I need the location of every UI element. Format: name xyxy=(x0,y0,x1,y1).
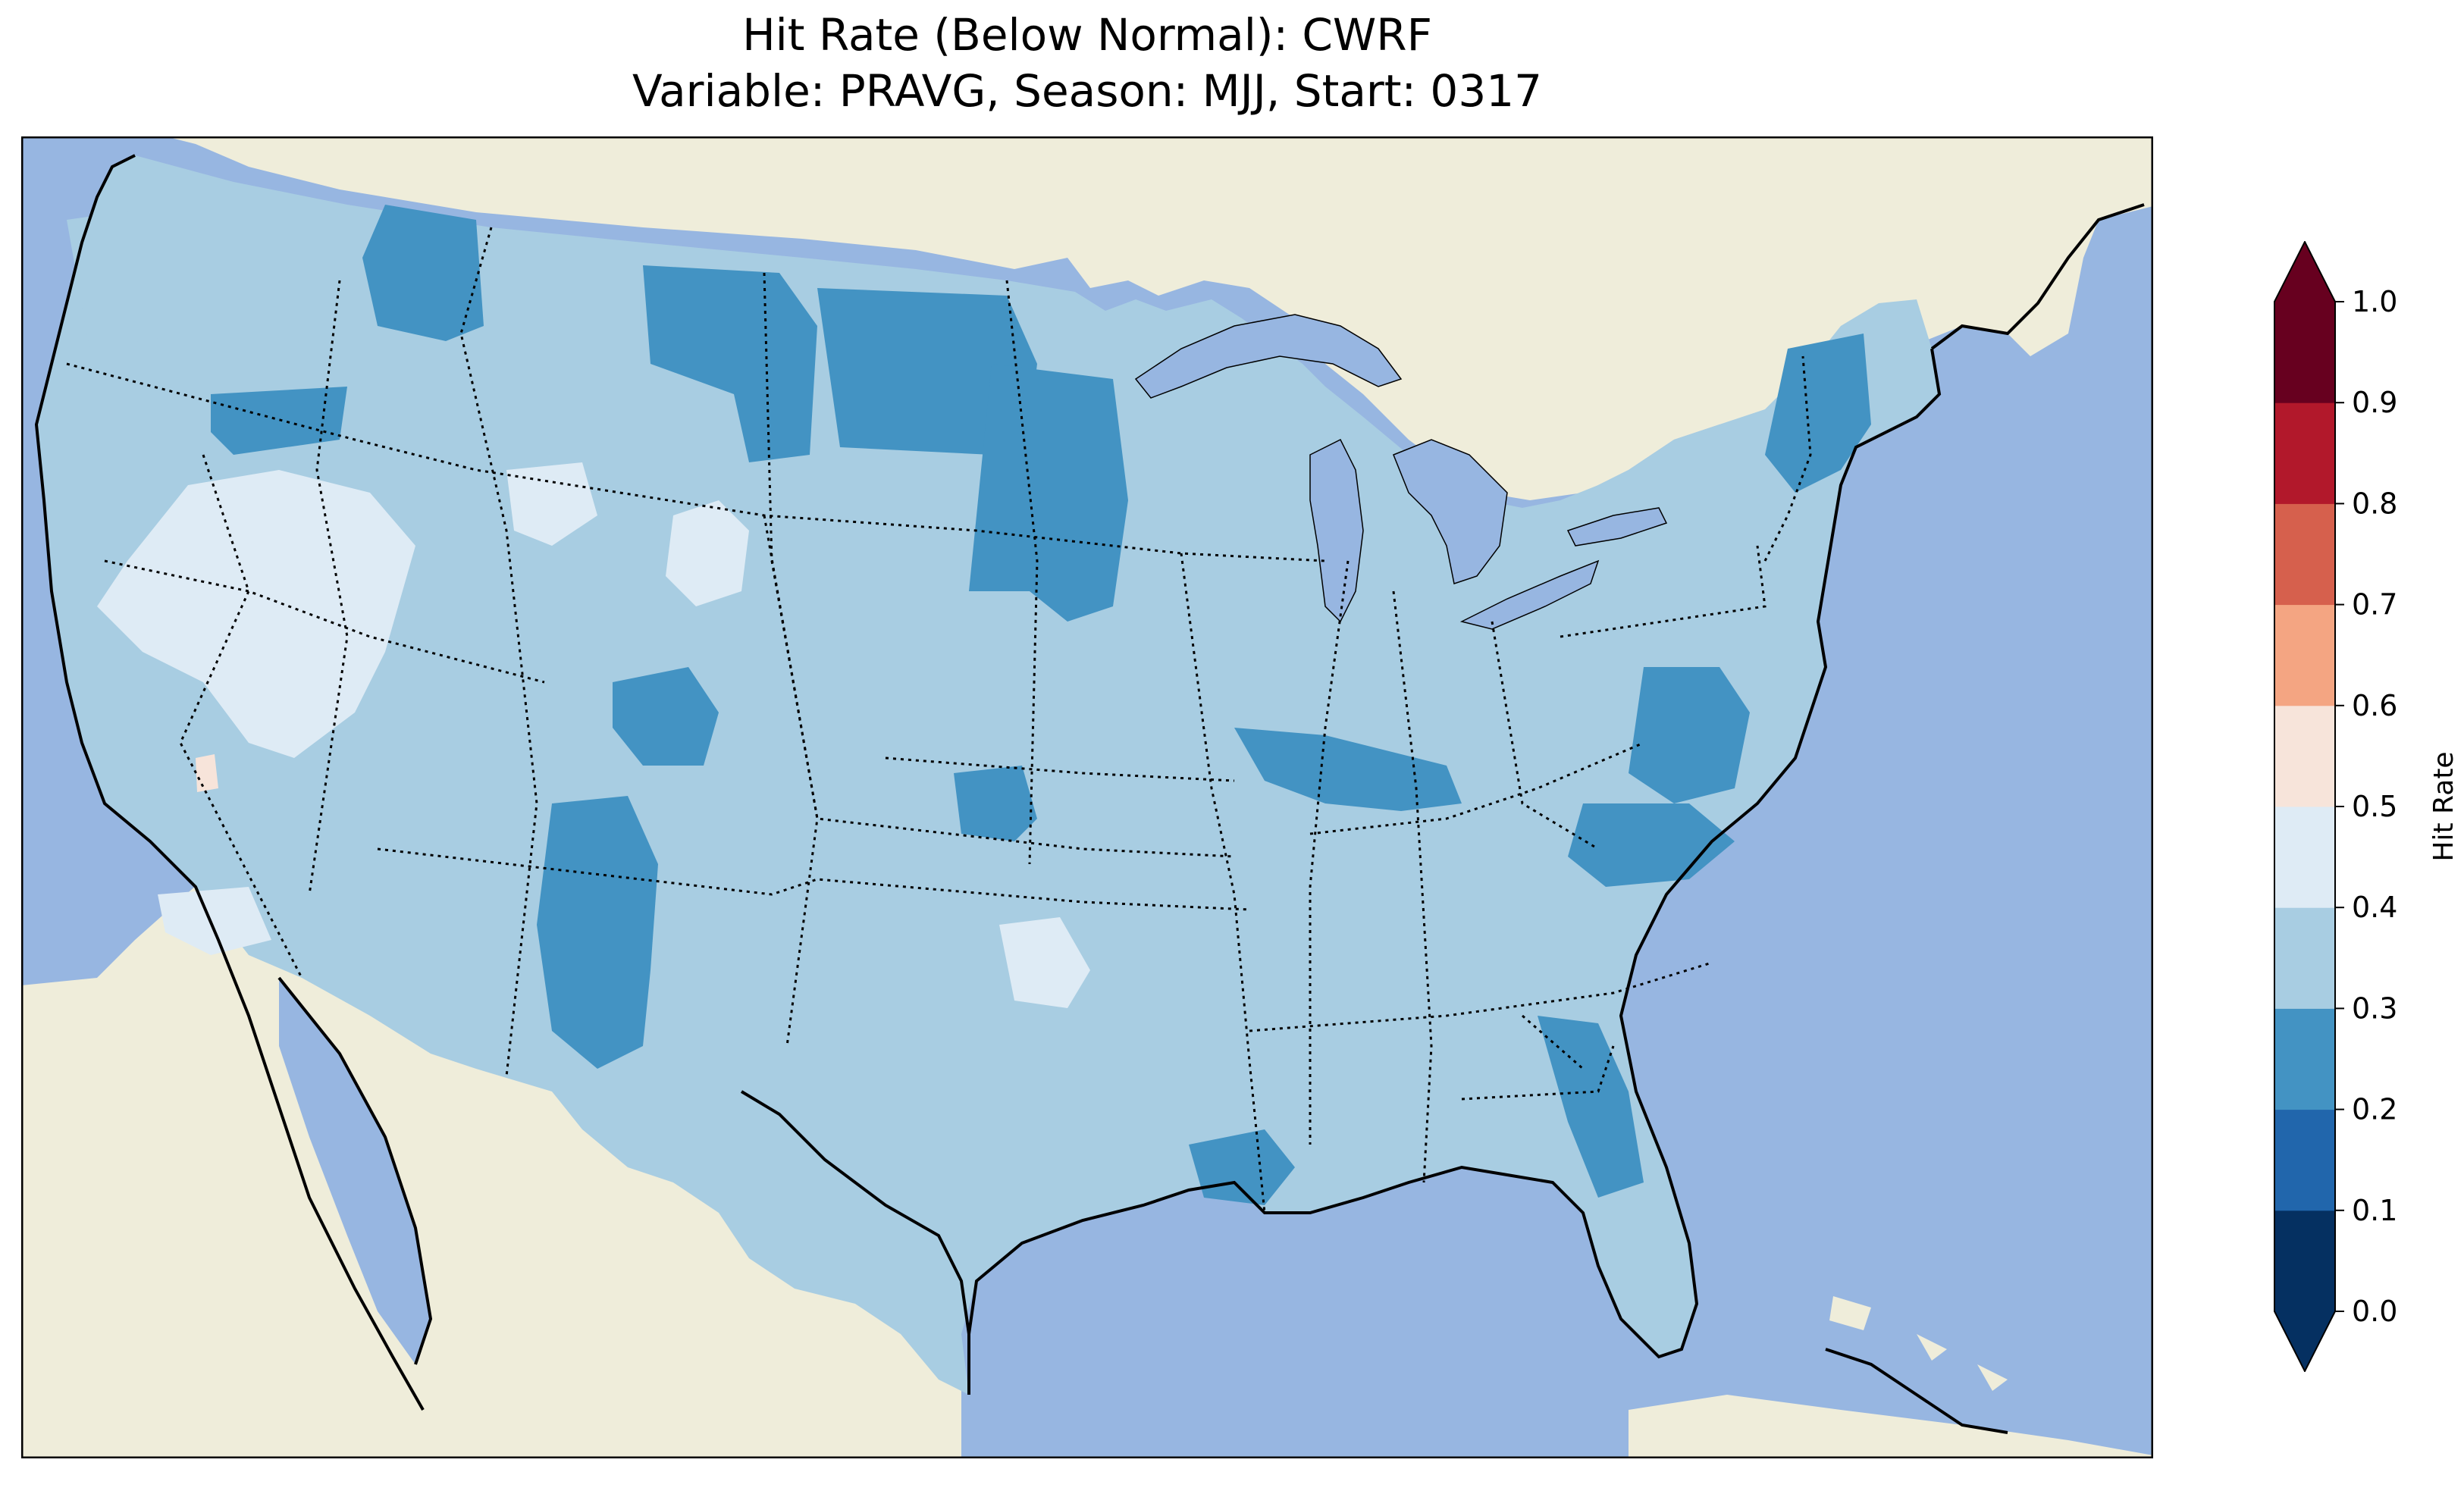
region-north-dakota-east xyxy=(817,288,1037,455)
region-montana-border xyxy=(643,265,817,462)
region-nevada-east-california xyxy=(97,470,415,758)
colorbar-tick-label: 0.7 xyxy=(2352,588,2397,622)
colorbar-extend-min xyxy=(2274,1311,2335,1372)
region-wyoming-southeast xyxy=(666,500,749,606)
lake-ontario xyxy=(1566,507,1668,547)
region-central-colorado xyxy=(613,667,719,766)
lake-huron xyxy=(1393,439,1508,584)
colorbar-tick-label: 0.0 xyxy=(2352,1295,2397,1328)
region-south-dakota-east xyxy=(969,364,1128,622)
map-canvas xyxy=(21,136,2153,1458)
map-title-line-2: Variable: PRAVG, Season: MJJ, Start: 031… xyxy=(632,65,1543,117)
water-gulf-of-california xyxy=(279,978,431,1364)
colorbar-bin xyxy=(2274,1109,2335,1211)
colorbar-tick-label: 0.6 xyxy=(2352,689,2397,722)
colorbar-bin xyxy=(2274,604,2335,706)
lake-michigan xyxy=(1309,438,1364,623)
land-canada xyxy=(165,136,2153,500)
colorbar-tick-label: 0.3 xyxy=(2352,991,2397,1025)
land-baja-peninsula xyxy=(196,902,415,1458)
colorbar-label: Hit Rate xyxy=(2428,751,2459,861)
colorbar-bin xyxy=(2274,503,2335,606)
region-florida xyxy=(1538,1016,1644,1198)
colorbar-tick-label: 1.0 xyxy=(2352,285,2397,318)
region-washington-coast xyxy=(67,205,188,349)
region-southwest-kansas-oklahoma xyxy=(954,766,1037,841)
region-southern-california xyxy=(158,887,271,955)
colorbar-extend-max xyxy=(2274,241,2335,302)
region-northern-utah xyxy=(506,462,597,546)
region-north-texas xyxy=(999,917,1090,1008)
hit-rate-regions xyxy=(67,205,1871,1205)
colorbar-tick-label: 0.9 xyxy=(2352,386,2397,419)
land-cuba xyxy=(1629,1395,2153,1458)
lake-superior xyxy=(1134,314,1403,399)
region-northern-california-spot xyxy=(196,754,218,792)
colorbar-bin xyxy=(2274,402,2335,504)
colorbar-ticks: 0.0 0.1 0.2 0.3 0.4 0.5 0.6 0.7 0.8 0.9 1.0 xyxy=(2335,285,2397,1328)
colorbar-bin xyxy=(2274,807,2335,908)
coastlines xyxy=(34,154,2145,1434)
region-new-england xyxy=(1765,334,1871,493)
region-north-carolina xyxy=(1568,803,1735,887)
map-frame xyxy=(21,136,2153,1458)
colorbar-tick-label: 0.4 xyxy=(2352,891,2397,924)
region-idaho-panhandle xyxy=(362,205,484,341)
colorbar-tick-label: 0.5 xyxy=(2352,790,2397,823)
state-borders xyxy=(66,227,1812,1214)
region-southern-illinois-kentucky xyxy=(1234,728,1462,811)
colorbar-bin xyxy=(2274,705,2335,807)
land-bahamas xyxy=(1829,1296,2008,1391)
colorbar-bin xyxy=(2274,302,2335,403)
colorbar-bin xyxy=(2274,907,2335,1009)
region-northeast-oregon xyxy=(211,387,347,455)
region-new-mexico xyxy=(537,796,658,1069)
colorbar-bins xyxy=(2274,241,2336,1372)
map-title-line-1: Hit Rate (Below Normal): CWRF xyxy=(742,9,1432,61)
colorbar-tick-label: 0.2 xyxy=(2352,1093,2397,1126)
map-panel xyxy=(21,136,2153,1458)
colorbar-tick-label: 0.8 xyxy=(2352,487,2397,520)
colorbar-bin xyxy=(2274,1210,2335,1312)
colorbar: 0.0 0.1 0.2 0.3 0.4 0.5 0.6 0.7 0.8 0.9 1.0 Hit Ra… xyxy=(2274,241,2459,1372)
region-virginia xyxy=(1629,667,1750,803)
lake-erie xyxy=(1459,559,1600,630)
colorbar-bin xyxy=(2274,1008,2335,1110)
colorbar-tick-label: 0.1 xyxy=(2352,1194,2397,1227)
